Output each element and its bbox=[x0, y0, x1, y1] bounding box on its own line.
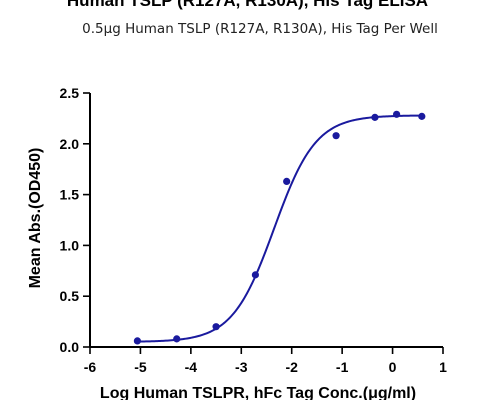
x-tick-label: -3 bbox=[235, 359, 248, 375]
data-points-group bbox=[133, 110, 426, 345]
x-tick-label: -1 bbox=[336, 359, 349, 375]
data-point bbox=[212, 323, 220, 331]
y-tick-label: 1.5 bbox=[60, 187, 80, 203]
y-tick-label: 0.0 bbox=[60, 339, 80, 355]
axes-group bbox=[89, 93, 443, 348]
chart-subtitle: 0.5μg Human TSLP (R127A, R130A), His Tag… bbox=[82, 21, 438, 37]
data-point bbox=[332, 132, 340, 140]
x-tick-label: 0 bbox=[389, 359, 397, 375]
fit-curve-group bbox=[137, 114, 422, 343]
x-tick-label: 1 bbox=[439, 359, 447, 375]
data-point bbox=[418, 112, 426, 120]
x-tick-label: -5 bbox=[134, 359, 147, 375]
chart-title: Human TSLP (R127A, R130A), His Tag ELISA bbox=[67, 0, 428, 10]
x-tick-label: -2 bbox=[285, 359, 298, 375]
y-axis-label: Mean Abs.(OD450) bbox=[27, 148, 44, 289]
data-point bbox=[371, 113, 379, 121]
fit-curve bbox=[137, 114, 422, 343]
y-tick-label: 1.0 bbox=[60, 237, 80, 253]
x-tick-label: -6 bbox=[84, 359, 97, 375]
data-point bbox=[133, 337, 142, 345]
data-point bbox=[393, 110, 401, 118]
data-point bbox=[173, 335, 181, 343]
y-tick-label: 0.5 bbox=[60, 288, 80, 304]
y-tick-label: 2.5 bbox=[60, 85, 80, 101]
data-point bbox=[283, 177, 291, 185]
x-axis-label: Log Human TSLPR, hFc Tag Conc.(μg/ml) bbox=[100, 385, 416, 400]
x-tick-label: -4 bbox=[185, 359, 198, 375]
ticks-group: -6 -5 -4 -3 -2 -1 0 1 0.0 0.5 1.0 1.5 2.0 2.5 bbox=[60, 85, 448, 375]
y-tick-label: 2.0 bbox=[60, 136, 80, 152]
data-point bbox=[251, 271, 260, 279]
